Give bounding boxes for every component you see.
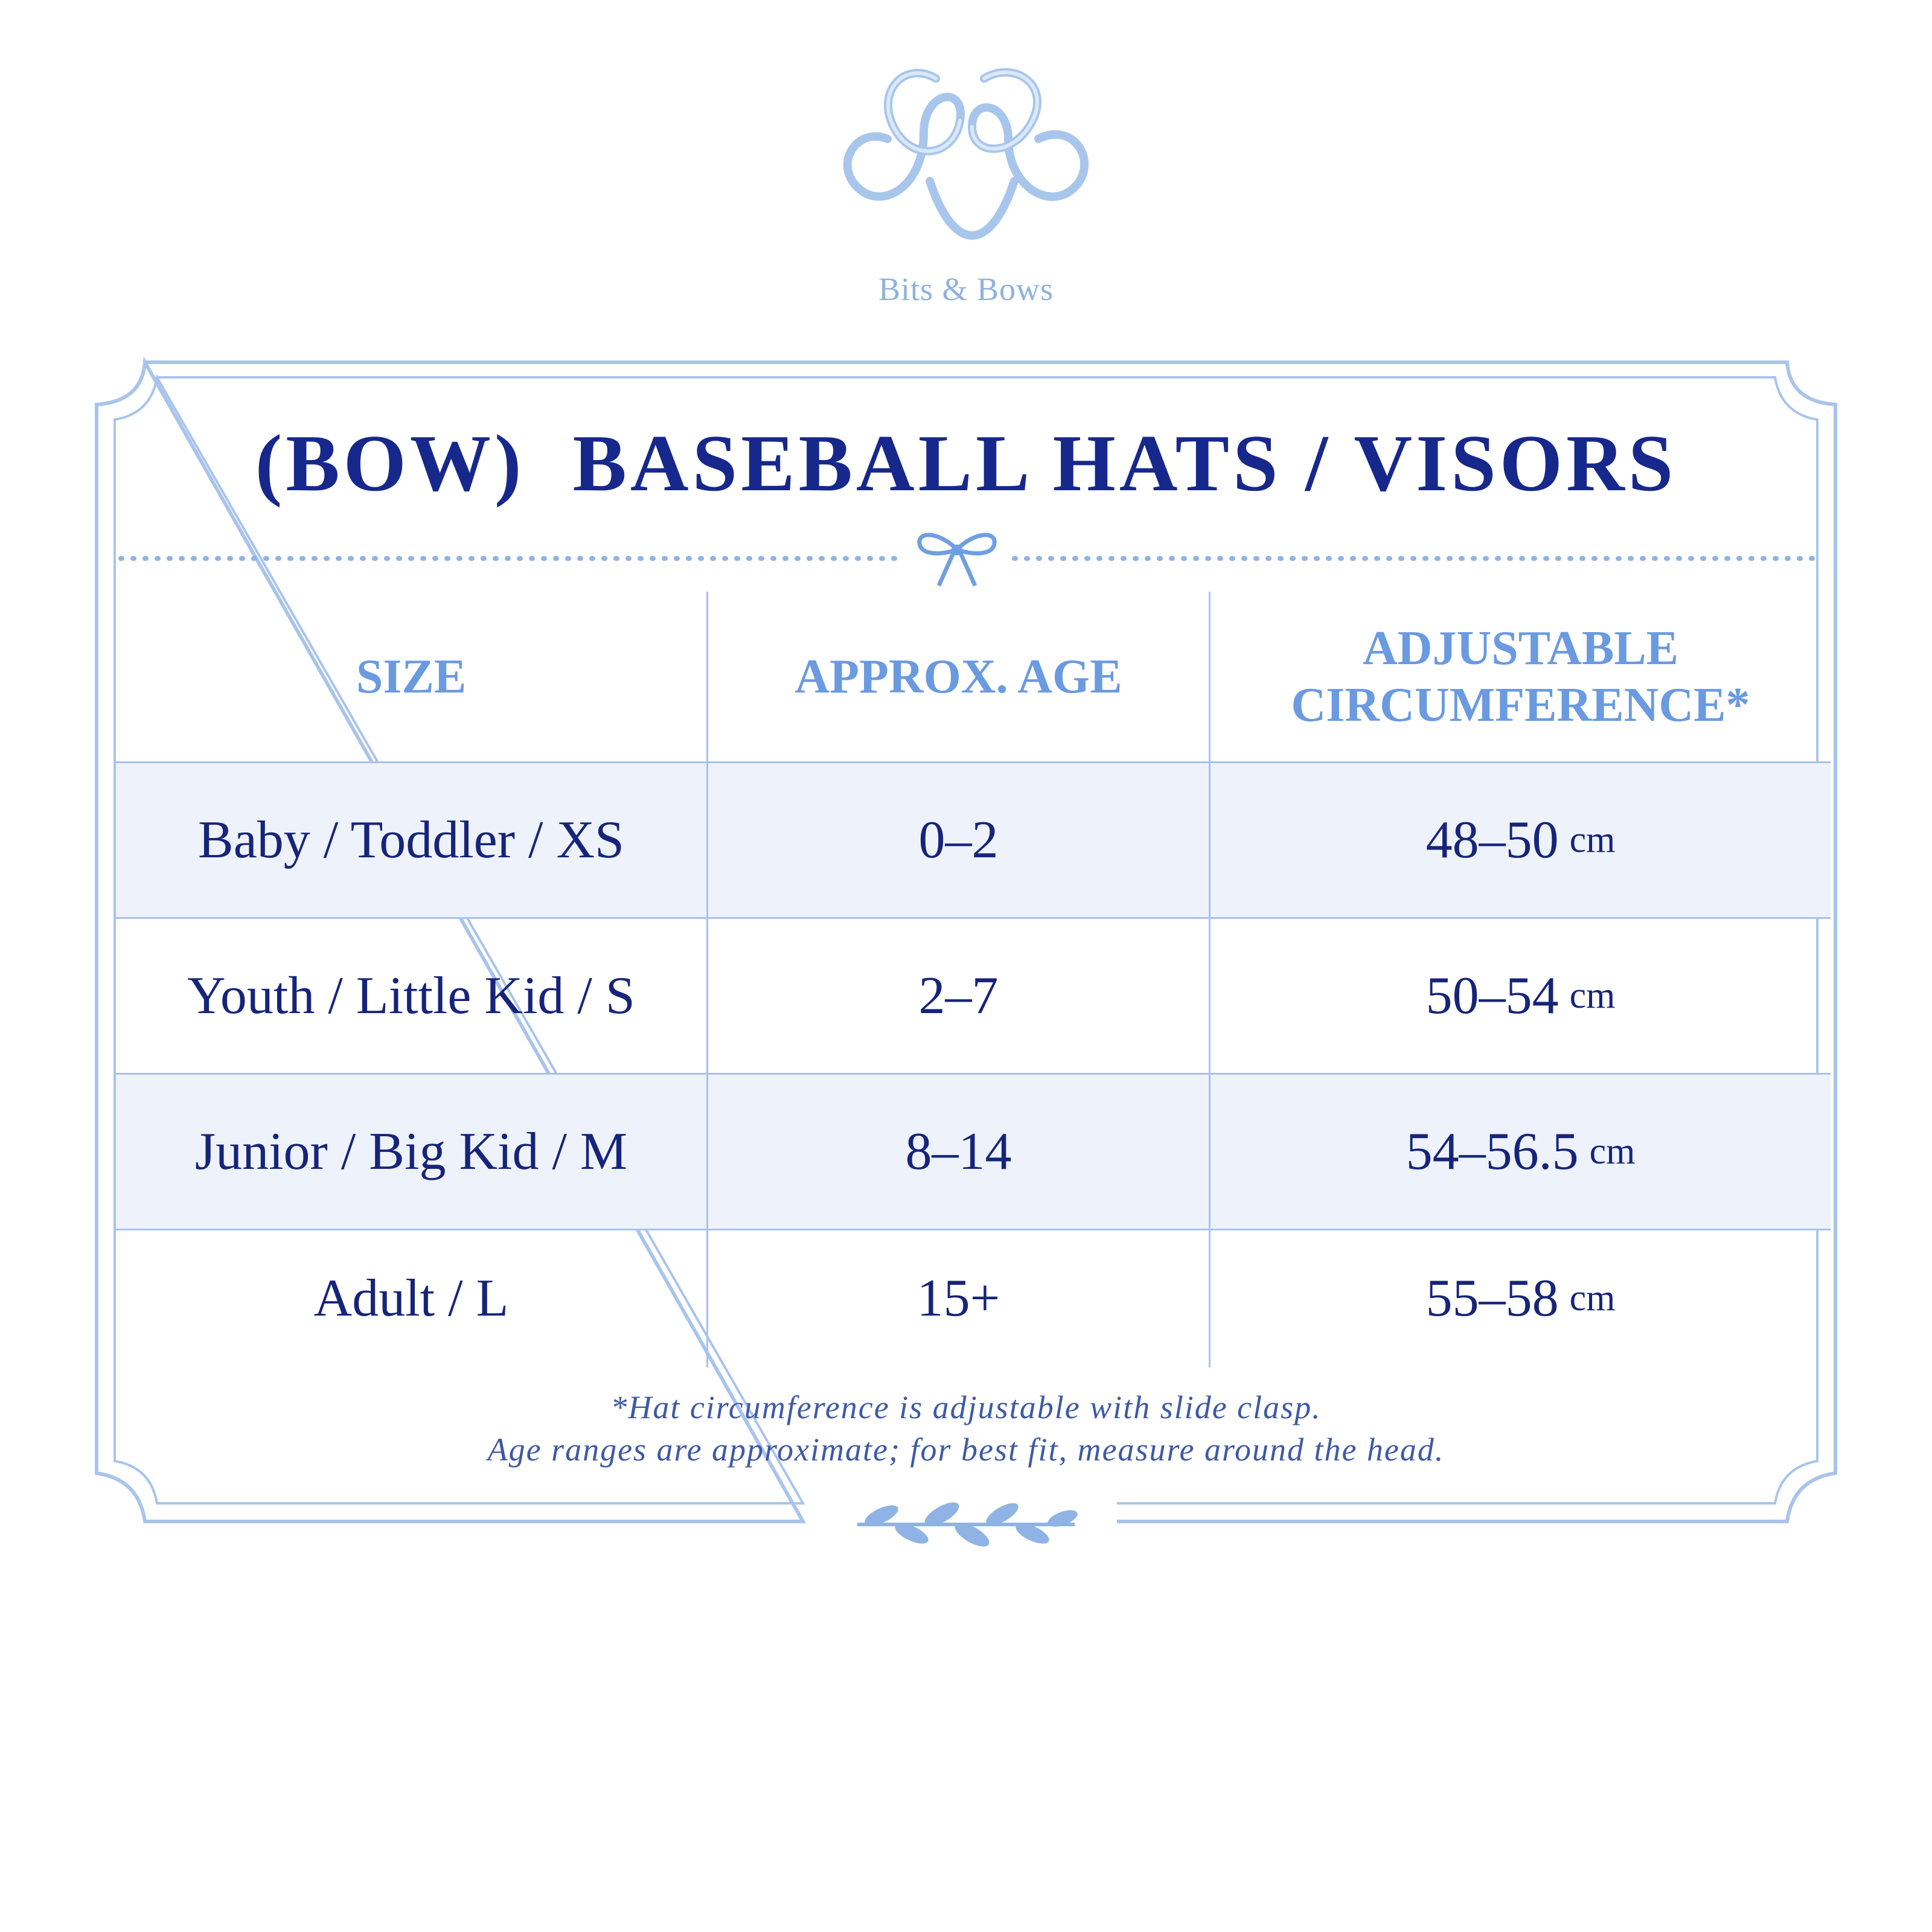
circumference-value: 55–58 [1425, 1269, 1559, 1328]
size-cell: Junior / Big Kid / M [194, 1122, 628, 1181]
header-circumference-line2: CIRCUMFERENCE* [1291, 679, 1750, 732]
circumference-cell: 54–56.5 cm [1211, 1073, 1831, 1229]
table-row: Junior / Big Kid / M 8–14 54–56.5 cm [116, 1073, 1831, 1229]
size-cell: Youth / Little Kid / S [187, 966, 635, 1025]
column-divider [1209, 592, 1211, 1367]
header-age: APPROX. AGE [795, 650, 1122, 703]
brand-name: Bits & Bows [878, 271, 1054, 307]
footnote-line-2: Age ranges are approximate; for best fit… [487, 1431, 1445, 1468]
table-row: Youth / Little Kid / S 2–7 50–54 cm [116, 918, 1831, 1073]
circumference-unit: cm [1569, 1278, 1616, 1319]
footnote-line-1: *Hat circumference is adjustable with sl… [610, 1389, 1322, 1425]
circumference-cell: 48–50 cm [1211, 762, 1831, 918]
header-size: SIZE [356, 650, 467, 703]
circumference-cell: 50–54 cm [1211, 918, 1831, 1073]
row-divider [116, 1073, 1831, 1075]
age-cell: 15+ [916, 1269, 1000, 1328]
header-circumference: ADJUSTABLE CIRCUMFERENCE* [1211, 592, 1831, 762]
column-divider [706, 592, 708, 1367]
age-cell: 8–14 [905, 1122, 1012, 1181]
table-row: Adult / L 15+ 55–58 cm [116, 1229, 1831, 1367]
size-table: SIZE APPROX. AGE ADJUSTABLE CIRCUMFERENC… [116, 592, 1831, 1367]
row-divider [116, 761, 1831, 763]
monogram-logo-icon [843, 68, 1089, 240]
header-circumference-line1: ADJUSTABLE [1362, 622, 1679, 675]
bow-icon [917, 533, 997, 587]
table-row: Baby / Toddler / XS 0–2 48–50 cm [116, 762, 1831, 918]
row-divider [116, 1229, 1831, 1230]
circumference-cell: 55–58 cm [1211, 1229, 1831, 1367]
circumference-unit: cm [1569, 974, 1616, 1016]
circumference-value: 50–54 [1425, 966, 1559, 1025]
circumference-value: 54–56.5 [1406, 1122, 1579, 1181]
leaf-sprig-icon [857, 1502, 1078, 1547]
age-cell: 2–7 [918, 966, 999, 1025]
size-cell: Adult / L [313, 1269, 509, 1328]
page-title: (BOW) BASEBALL HATS / VISORS [255, 418, 1677, 508]
size-cell: Baby / Toddler / XS [198, 810, 624, 869]
circumference-unit: cm [1589, 1130, 1636, 1172]
row-divider [116, 917, 1831, 919]
circumference-unit: cm [1569, 819, 1616, 860]
age-cell: 0–2 [918, 810, 999, 869]
circumference-value: 48–50 [1425, 810, 1559, 869]
